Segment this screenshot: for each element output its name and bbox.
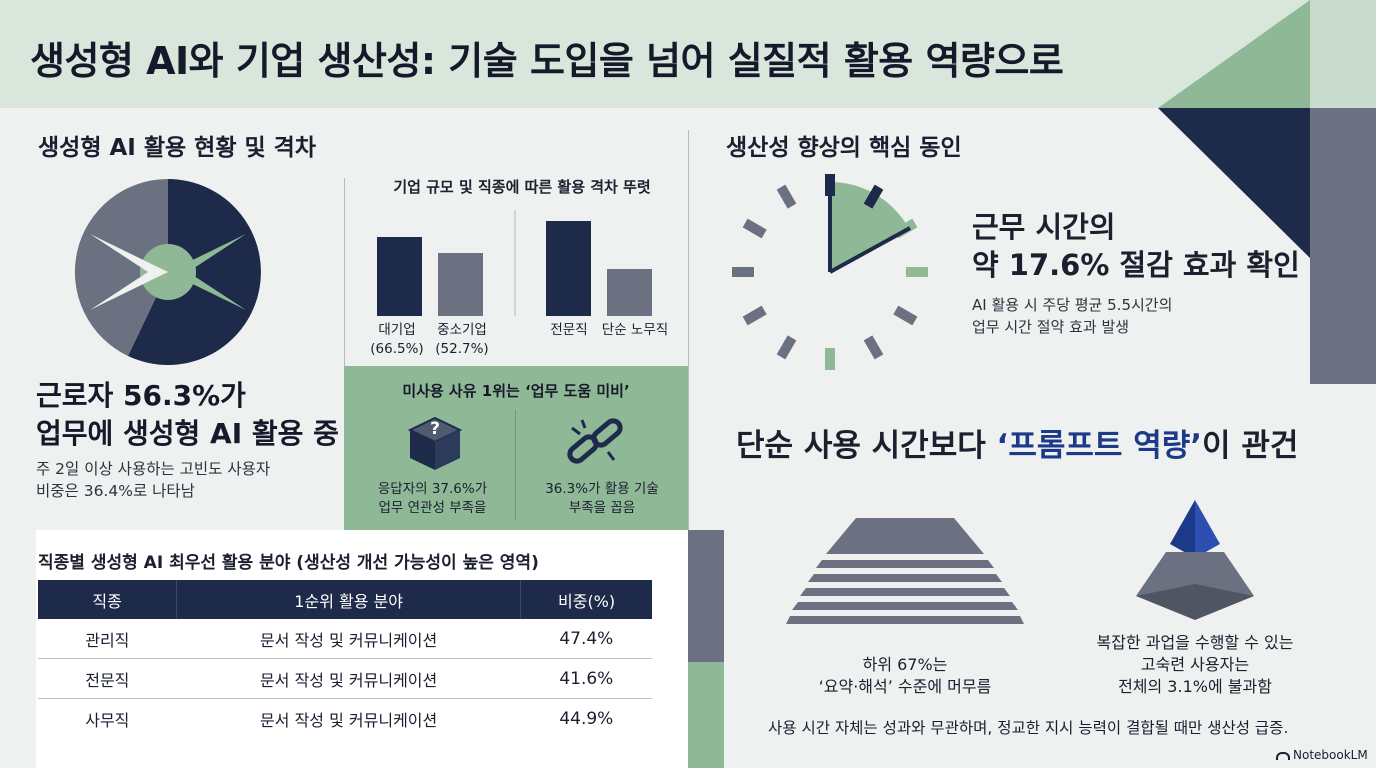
prompt-headline-suffix: 이 관건 xyxy=(1202,428,1299,464)
productivity-detail-2: 업무 시간 절약 효과 발생 xyxy=(972,318,1130,336)
clock-tick xyxy=(742,218,767,239)
clock-tick xyxy=(863,335,884,360)
cell-field: 문서 작성 및 커뮤니케이션 xyxy=(176,619,521,659)
column-divider xyxy=(688,130,689,530)
nonuse-reason-2: 36.3%가 활용 기술 부족을 꼽음 xyxy=(545,481,659,516)
broken-chain-icon xyxy=(567,418,623,464)
col-header-occupation: 직종 xyxy=(38,580,177,619)
question-box-icon: ? xyxy=(407,416,463,470)
table-accent-green xyxy=(688,662,724,768)
col-header-share: 비중(%) xyxy=(520,580,652,619)
bar-label-professional: 전문직 xyxy=(550,322,588,338)
usage-headline-1: 근로자 56.3%가 xyxy=(36,379,246,412)
bar-label-sme: 중소기업 (52.7%) xyxy=(435,322,489,357)
usage-pie-icon xyxy=(74,178,261,365)
bar-manual-labor xyxy=(607,269,652,316)
stacked-layers-icon xyxy=(786,518,1024,624)
cell-field: 문서 작성 및 커뮤니케이션 xyxy=(260,710,438,730)
title-bar xyxy=(0,0,1376,108)
prompt-footnote: 사용 시간 자체는 성과와 무관하며, 정교한 지시 능력이 결합될 때만 생산… xyxy=(768,719,1289,737)
bar-sme xyxy=(438,253,483,316)
clock-icon xyxy=(732,174,928,370)
prompt-lower-caption: 하위 67%는 ‘요약·해석’ 수준에 머무름 xyxy=(818,655,992,696)
table-accent-gray xyxy=(688,530,724,662)
decorative-shapes xyxy=(1158,0,1376,384)
cell-field: 문서 작성 및 커뮤니케이션 xyxy=(176,658,521,699)
usage-headline-2: 업무에 생성형 AI 활용 중 xyxy=(36,417,339,450)
bar-professional xyxy=(546,221,591,316)
pyramid-peak-icon xyxy=(1136,500,1254,620)
prompt-headline-prefix: 단순 사용 시간보다 xyxy=(736,428,997,464)
notebooklm-logo-icon xyxy=(1276,751,1290,760)
table-row: 전문직 문서 작성 및 커뮤니케이션 41.6% xyxy=(38,658,652,699)
nonuse-panel xyxy=(344,366,688,530)
brand-badge: NotebookLM xyxy=(1276,748,1368,762)
productivity-detail-1: AI 활용 시 주당 평균 5.5시간의 xyxy=(972,296,1173,314)
nonuse-divider xyxy=(515,410,516,520)
productivity-section-title: 생산성 향상의 핵심 동인 xyxy=(726,135,962,161)
table-row: 관리직 문서 작성 및 커뮤니케이션 47.4% xyxy=(38,619,652,659)
cell-occupation: 사무직 xyxy=(85,710,130,730)
gap-title: 기업 규모 및 직종에 따른 활용 격차 뚜렷 xyxy=(393,178,651,196)
prompt-expert-caption: 복잡한 과업을 수행할 수 있는 고숙련 사용자는 전체의 3.1%에 불과함 xyxy=(1096,633,1294,696)
usage-section-title: 생성형 AI 활용 현황 및 격차 xyxy=(38,135,316,161)
occupation-table: 직종 1순위 활용 분야 비중(%) 관리직 문서 작성 및 커뮤니케이션 47… xyxy=(38,580,652,738)
table-title: 직종별 생성형 AI 최우선 활용 분야 (생산성 개선 가능성이 높은 영역) xyxy=(38,553,539,573)
bar-label-large: 대기업 (66.5%) xyxy=(370,322,424,357)
bar-large-company xyxy=(377,237,422,316)
prompt-headline: 단순 사용 시간보다 ‘프롬프트 역량’이 관건 xyxy=(736,420,1298,465)
usage-detail-1: 주 2일 이상 사용하는 고빈도 사용자 xyxy=(36,460,271,478)
col-header-field: 1순위 활용 분야 xyxy=(176,580,521,619)
gap-bar-chart xyxy=(377,210,652,316)
cell-occupation: 관리직 xyxy=(38,619,177,659)
nonuse-title: 미사용 사유 1위는 ‘업무 도움 미비’ xyxy=(402,382,630,400)
table-header-row: 직종 1순위 활용 분야 비중(%) xyxy=(38,580,652,619)
page-title: 생성형 AI와 기업 생산성: 기술 도입을 넘어 실질적 활용 역량으로 xyxy=(30,39,1064,83)
cell-share: 44.9% xyxy=(559,708,614,729)
clock-tick xyxy=(776,335,797,360)
productivity-headline-2: 약 17.6% 절감 효과 확인 xyxy=(972,248,1300,282)
clock-tick xyxy=(863,184,884,209)
nonuse-reason-1: 응답자의 37.6%가 업무 연관성 부족을 xyxy=(377,481,488,516)
bar-label-manual: 단순 노무직 xyxy=(601,322,669,338)
panel-divider xyxy=(344,178,345,528)
cell-share: 41.6% xyxy=(520,658,652,699)
cell-share: 47.4% xyxy=(520,619,652,659)
clock-tick xyxy=(742,305,767,326)
svg-text:?: ? xyxy=(430,419,440,439)
clock-tick xyxy=(893,305,918,326)
brand-label: NotebookLM xyxy=(1293,748,1368,762)
usage-detail-2: 비중은 36.4%로 나타남 xyxy=(36,482,195,500)
cell-occupation: 전문직 xyxy=(38,658,177,699)
clock-tick xyxy=(776,184,797,209)
productivity-headline-1: 근무 시간의 xyxy=(972,210,1116,244)
table-row: 사무직 문서 작성 및 커뮤니케이션 44.9% xyxy=(38,699,652,739)
prompt-headline-highlight: ‘프롬프트 역량’ xyxy=(996,428,1203,464)
